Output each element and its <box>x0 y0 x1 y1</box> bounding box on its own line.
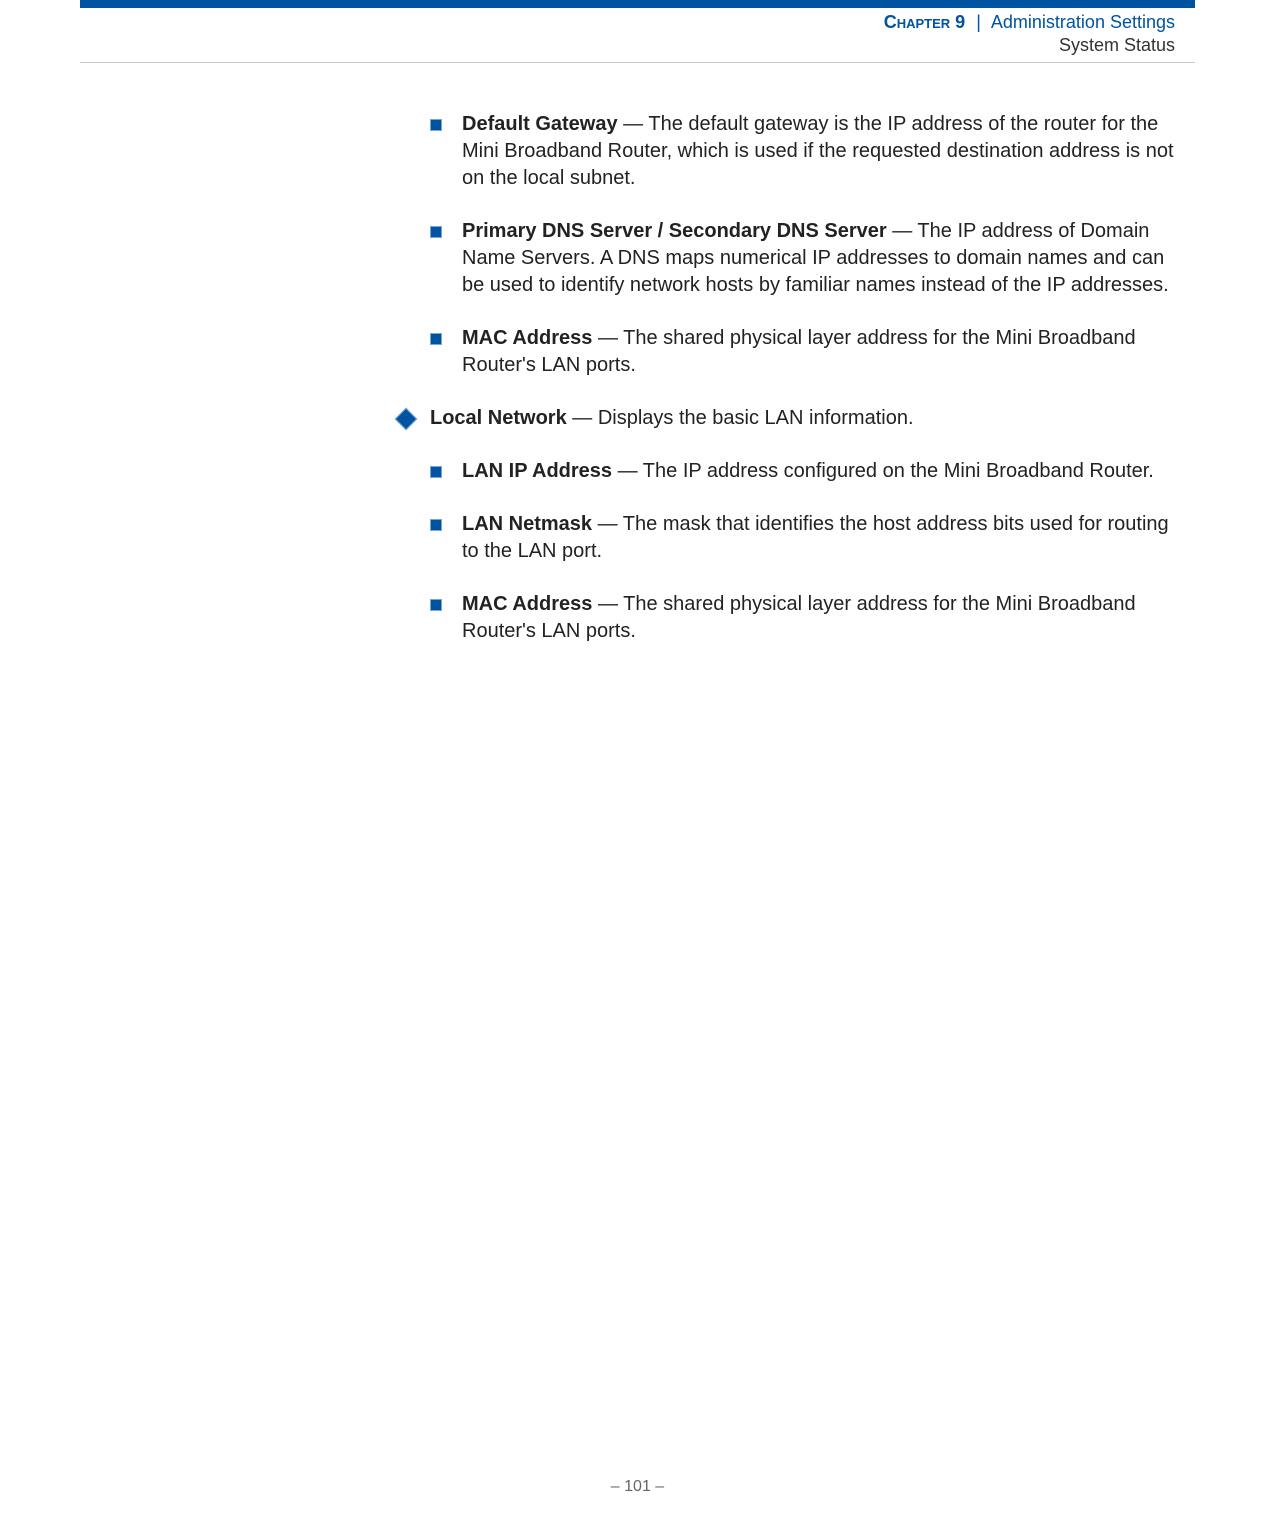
list-item: MAC Address — The shared physical layer … <box>430 591 1175 645</box>
header-separator: | <box>970 12 987 32</box>
chapter-title: Administration Settings <box>991 12 1175 32</box>
diamond-bullet-icon <box>395 408 418 431</box>
list-item-text: MAC Address — The shared physical layer … <box>462 591 1175 645</box>
top-rule <box>80 0 1195 8</box>
chapter-label: Chapter 9 <box>884 12 965 32</box>
description: — The IP address configured on the Mini … <box>612 460 1154 482</box>
list-item-text: Local Network — Displays the basic LAN i… <box>430 405 914 432</box>
list-item-text: Primary DNS Server / Secondary DNS Serve… <box>462 218 1175 299</box>
term: Local Network <box>430 407 567 429</box>
list-item-text: LAN Netmask — The mask that identifies t… <box>462 511 1175 565</box>
description: — Displays the basic LAN information. <box>567 407 914 429</box>
page: Chapter 9 | Administration Settings Syst… <box>0 0 1275 1532</box>
square-bullet-icon <box>430 599 442 611</box>
page-footer: – 101 – <box>0 1478 1275 1496</box>
list-item: MAC Address — The shared physical layer … <box>430 325 1175 379</box>
list-item-text: Default Gateway — The default gateway is… <box>462 111 1175 192</box>
square-bullet-icon <box>430 226 442 238</box>
header-subtitle: System Status <box>80 35 1175 56</box>
square-bullet-icon <box>430 519 442 531</box>
term: MAC Address <box>462 593 592 615</box>
term: Primary DNS Server / Secondary DNS Serve… <box>462 220 887 242</box>
page-number: – 101 – <box>611 1478 664 1495</box>
list-item: LAN IP Address — The IP address configur… <box>430 458 1175 485</box>
list-item: Default Gateway — The default gateway is… <box>430 111 1175 192</box>
list-item: LAN Netmask — The mask that identifies t… <box>430 511 1175 565</box>
page-header: Chapter 9 | Administration Settings Syst… <box>80 8 1195 63</box>
term: LAN Netmask <box>462 513 592 535</box>
square-bullet-icon <box>430 333 442 345</box>
list-item-text: MAC Address — The shared physical layer … <box>462 325 1175 379</box>
list-item: Primary DNS Server / Secondary DNS Serve… <box>430 218 1175 299</box>
term: MAC Address <box>462 327 592 349</box>
term: LAN IP Address <box>462 460 612 482</box>
list-item-text: LAN IP Address — The IP address configur… <box>462 458 1154 485</box>
term: Default Gateway <box>462 113 618 135</box>
square-bullet-icon <box>430 119 442 131</box>
header-line-1: Chapter 9 | Administration Settings <box>80 10 1175 35</box>
list-item: Local Network — Displays the basic LAN i… <box>398 405 1175 432</box>
square-bullet-icon <box>430 466 442 478</box>
body-content: Default Gateway — The default gateway is… <box>430 111 1175 645</box>
